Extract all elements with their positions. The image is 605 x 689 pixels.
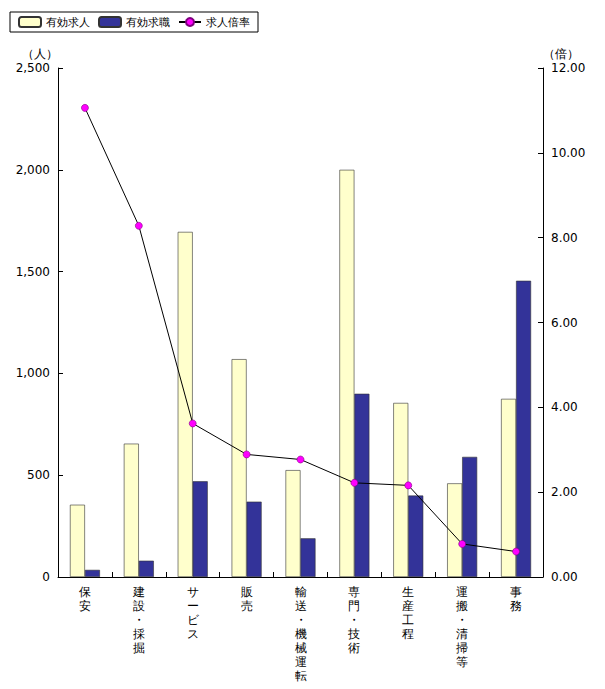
- svg-text:8.00: 8.00: [551, 231, 578, 245]
- svg-text:有効求人: 有効求人: [46, 16, 90, 29]
- svg-text:1,000: 1,000: [16, 366, 50, 380]
- svg-text:（倍）: （倍）: [543, 47, 579, 61]
- svg-text:門: 門: [348, 599, 360, 613]
- svg-text:設: 設: [133, 599, 145, 613]
- svg-text:械: 械: [295, 641, 307, 655]
- svg-text:・: ・: [133, 613, 145, 627]
- svg-text:（人）: （人）: [22, 47, 58, 61]
- svg-text:販: 販: [241, 585, 253, 599]
- svg-text:サ: サ: [187, 585, 199, 599]
- svg-text:ビ: ビ: [187, 613, 200, 627]
- svg-text:保: 保: [79, 585, 91, 599]
- svg-text:0: 0: [42, 570, 50, 584]
- svg-text:0.00: 0.00: [551, 570, 578, 584]
- svg-text:500: 500: [27, 468, 50, 482]
- svg-text:安: 安: [79, 599, 91, 613]
- svg-text:10.00: 10.00: [551, 146, 585, 160]
- svg-text:・: ・: [456, 613, 468, 627]
- svg-text:・: ・: [295, 613, 307, 627]
- svg-text:掘: 掘: [133, 641, 145, 655]
- svg-text:工: 工: [402, 613, 414, 627]
- svg-text:12.00: 12.00: [551, 61, 585, 75]
- svg-text:務: 務: [510, 599, 522, 613]
- svg-text:6.00: 6.00: [551, 316, 578, 330]
- svg-text:・: ・: [348, 613, 360, 627]
- svg-text:2.00: 2.00: [551, 485, 578, 499]
- svg-text:技: 技: [347, 627, 360, 641]
- svg-text:事: 事: [510, 585, 522, 599]
- svg-text:4.00: 4.00: [551, 400, 578, 414]
- svg-text:ー: ー: [187, 599, 199, 613]
- svg-text:程: 程: [402, 627, 414, 641]
- svg-text:建: 建: [132, 585, 145, 599]
- svg-text:送: 送: [295, 599, 307, 613]
- svg-text:2,000: 2,000: [16, 163, 50, 177]
- svg-text:求人倍率: 求人倍率: [206, 16, 250, 29]
- svg-text:採: 採: [133, 627, 145, 641]
- svg-text:ス: ス: [187, 627, 199, 641]
- svg-text:売: 売: [241, 599, 253, 613]
- svg-text:掃: 掃: [456, 641, 468, 655]
- svg-text:術: 術: [348, 641, 360, 655]
- svg-text:運: 運: [295, 655, 307, 669]
- svg-text:2,500: 2,500: [16, 61, 50, 75]
- svg-text:専: 専: [348, 585, 360, 599]
- svg-text:生: 生: [402, 585, 414, 599]
- svg-text:機: 機: [295, 627, 307, 641]
- svg-text:転: 転: [295, 669, 307, 683]
- svg-text:輸: 輸: [295, 585, 307, 599]
- svg-text:搬: 搬: [456, 599, 468, 613]
- svg-text:1,500: 1,500: [16, 265, 50, 279]
- svg-text:有効求職: 有効求職: [126, 16, 170, 29]
- svg-text:清: 清: [456, 627, 468, 641]
- svg-text:運: 運: [456, 585, 468, 599]
- svg-text:等: 等: [456, 655, 468, 669]
- svg-text:産: 産: [402, 599, 414, 613]
